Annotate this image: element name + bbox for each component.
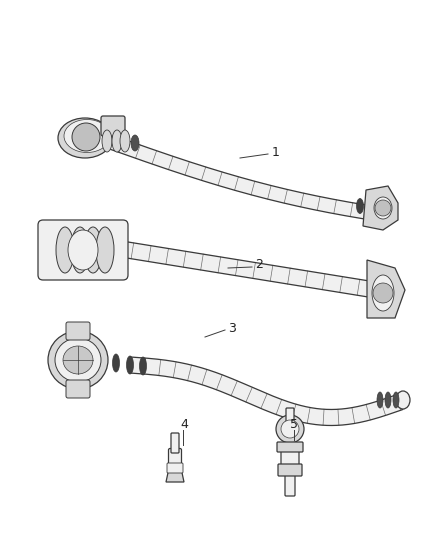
Ellipse shape — [56, 227, 74, 273]
Text: 3: 3 — [228, 321, 236, 335]
FancyBboxPatch shape — [169, 448, 181, 467]
Ellipse shape — [396, 391, 410, 409]
Ellipse shape — [63, 346, 93, 374]
Ellipse shape — [357, 198, 364, 214]
Ellipse shape — [58, 118, 112, 158]
FancyBboxPatch shape — [171, 433, 179, 453]
Ellipse shape — [385, 392, 391, 408]
Circle shape — [373, 283, 393, 303]
Ellipse shape — [96, 227, 114, 273]
Polygon shape — [102, 133, 379, 221]
FancyBboxPatch shape — [278, 464, 302, 476]
Ellipse shape — [48, 331, 108, 389]
Ellipse shape — [71, 227, 89, 273]
Circle shape — [72, 123, 100, 151]
Polygon shape — [367, 260, 405, 318]
Ellipse shape — [127, 356, 134, 374]
FancyBboxPatch shape — [281, 447, 299, 469]
Ellipse shape — [393, 392, 399, 408]
Polygon shape — [130, 357, 403, 425]
Text: 1: 1 — [272, 146, 280, 158]
Polygon shape — [363, 186, 398, 230]
FancyBboxPatch shape — [286, 408, 294, 422]
Ellipse shape — [120, 130, 130, 152]
Circle shape — [281, 420, 299, 438]
FancyBboxPatch shape — [38, 220, 128, 280]
Polygon shape — [114, 240, 376, 298]
Ellipse shape — [139, 357, 146, 375]
FancyBboxPatch shape — [167, 463, 183, 473]
FancyBboxPatch shape — [66, 380, 90, 398]
Ellipse shape — [372, 275, 394, 311]
FancyBboxPatch shape — [285, 472, 295, 496]
Text: 2: 2 — [255, 259, 263, 271]
Ellipse shape — [84, 227, 102, 273]
Ellipse shape — [374, 197, 392, 219]
Ellipse shape — [113, 354, 120, 372]
Text: 4: 4 — [180, 418, 188, 432]
Ellipse shape — [55, 338, 101, 382]
Polygon shape — [166, 468, 184, 482]
Circle shape — [375, 200, 391, 216]
Ellipse shape — [131, 135, 139, 151]
Ellipse shape — [102, 130, 112, 152]
Ellipse shape — [377, 392, 383, 408]
Ellipse shape — [64, 119, 110, 152]
FancyBboxPatch shape — [101, 116, 125, 136]
Text: 5: 5 — [290, 418, 298, 432]
FancyBboxPatch shape — [66, 322, 90, 340]
Circle shape — [276, 415, 304, 443]
FancyBboxPatch shape — [277, 442, 303, 452]
Ellipse shape — [68, 230, 98, 270]
Ellipse shape — [112, 130, 122, 152]
